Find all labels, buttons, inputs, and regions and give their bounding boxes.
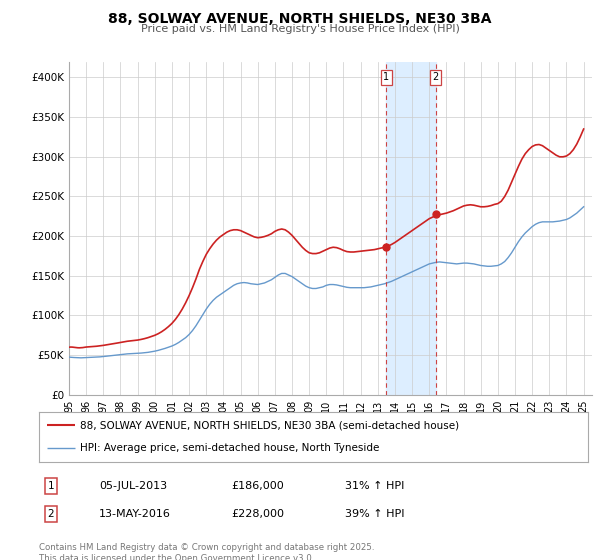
Text: 88, SOLWAY AVENUE, NORTH SHIELDS, NE30 3BA: 88, SOLWAY AVENUE, NORTH SHIELDS, NE30 3…: [108, 12, 492, 26]
Text: Contains HM Land Registry data © Crown copyright and database right 2025.
This d: Contains HM Land Registry data © Crown c…: [39, 543, 374, 560]
Text: £186,000: £186,000: [231, 481, 284, 491]
Text: 2: 2: [47, 509, 55, 519]
Text: 1: 1: [383, 72, 389, 82]
Text: HPI: Average price, semi-detached house, North Tyneside: HPI: Average price, semi-detached house,…: [80, 444, 380, 454]
Text: 1: 1: [47, 481, 55, 491]
Text: £228,000: £228,000: [231, 509, 284, 519]
Text: 88, SOLWAY AVENUE, NORTH SHIELDS, NE30 3BA (semi-detached house): 88, SOLWAY AVENUE, NORTH SHIELDS, NE30 3…: [80, 420, 460, 430]
Text: 13-MAY-2016: 13-MAY-2016: [99, 509, 171, 519]
Text: 05-JUL-2013: 05-JUL-2013: [99, 481, 167, 491]
Text: 2: 2: [433, 72, 439, 82]
Text: 31% ↑ HPI: 31% ↑ HPI: [345, 481, 404, 491]
Bar: [386, 62, 436, 395]
Text: Price paid vs. HM Land Registry's House Price Index (HPI): Price paid vs. HM Land Registry's House …: [140, 24, 460, 34]
Text: 39% ↑ HPI: 39% ↑ HPI: [345, 509, 404, 519]
